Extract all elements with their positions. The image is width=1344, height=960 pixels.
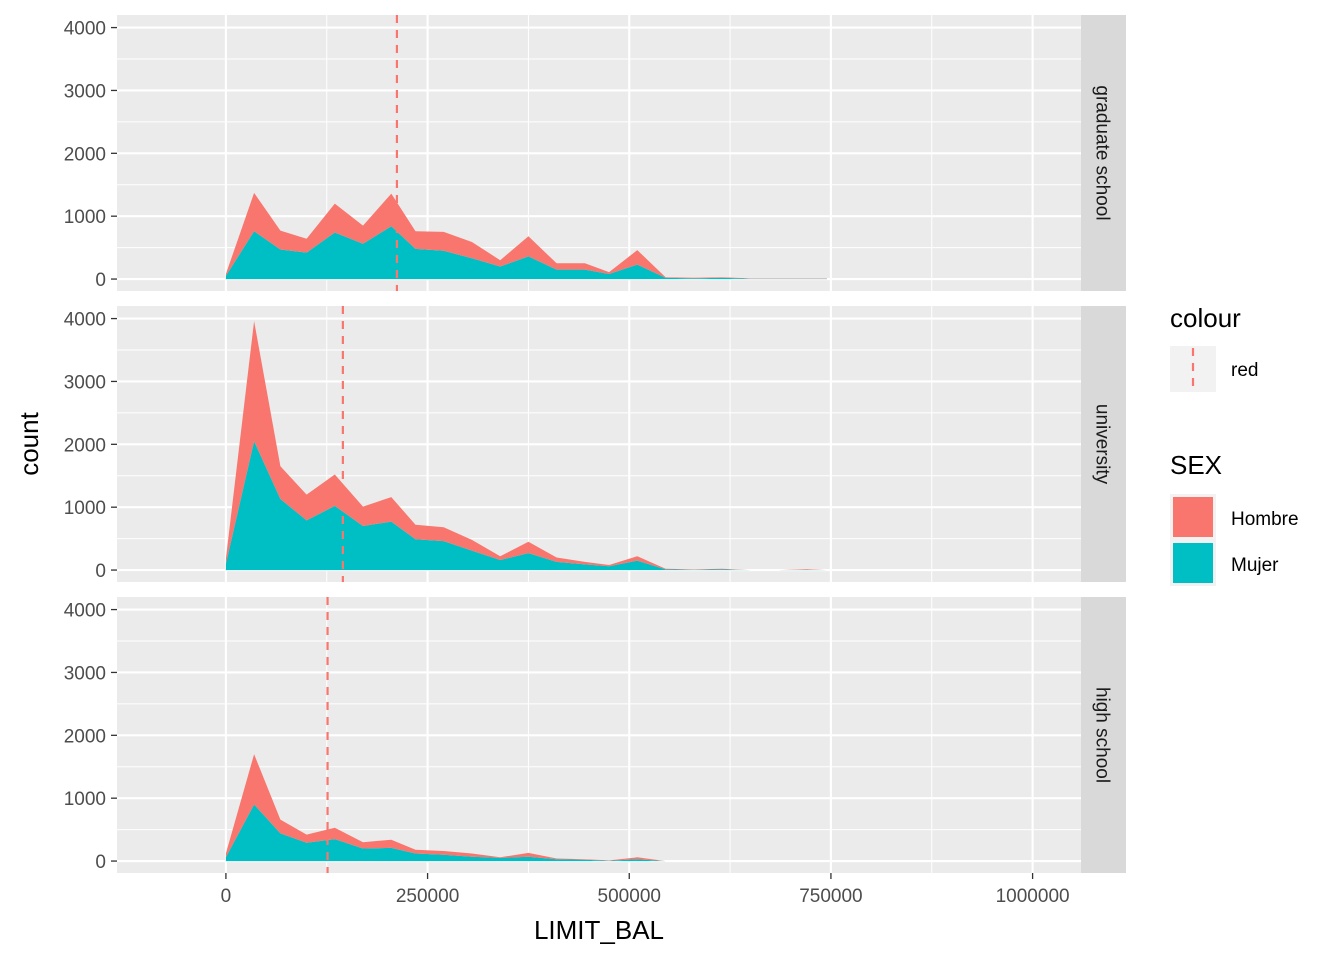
y-tick-label: 3000	[64, 663, 106, 684]
y-tick-label: 2000	[64, 144, 106, 165]
y-tick-label: 0	[95, 561, 106, 582]
y-tick-label: 1000	[64, 207, 106, 228]
x-tick-label: 500000	[598, 886, 661, 907]
y-tick-label: 1000	[64, 498, 106, 519]
area-series-mujer	[225, 804, 827, 862]
x-tick-label: 250000	[396, 886, 459, 907]
area-series-hombre	[225, 192, 827, 279]
area-series-mujer	[225, 226, 827, 280]
x-tick-label: 0	[221, 886, 232, 907]
y-tick-label: 0	[95, 270, 106, 291]
facet-panel: 0 1000 2000 3000 4000 graduate school	[64, 15, 1126, 291]
y-tick-label: 3000	[64, 81, 106, 102]
legend-hombre-label: Hombre	[1231, 509, 1299, 530]
y-tick-label: 4000	[64, 601, 106, 622]
y-axis-title: count	[14, 411, 44, 475]
area-layer	[225, 192, 827, 280]
y-tick-label: 1000	[64, 789, 106, 810]
area-layer	[225, 321, 827, 571]
y-tick-label: 3000	[64, 372, 106, 393]
chart-panels: 0 1000 2000 3000 4000 graduate school 0 1000 200…	[64, 15, 1126, 907]
legend: colour red SEX Hombre Mujer	[1170, 303, 1299, 586]
legend-colour-label: red	[1231, 360, 1258, 381]
legend-mujer-swatch	[1173, 543, 1213, 583]
area-series-hombre	[225, 321, 827, 571]
facet-strip	[1081, 15, 1126, 291]
facet-strip-label: high school	[1092, 687, 1113, 783]
y-tick-label: 2000	[64, 435, 106, 456]
facet-panel: 0 1000 2000 3000 4000 high school 0 250000 50000…	[64, 597, 1126, 907]
y-tick-label: 0	[95, 852, 106, 873]
x-tick-label: 1000000	[996, 886, 1070, 907]
area-series-mujer	[225, 441, 827, 571]
area-layer	[225, 754, 827, 862]
x-tick-label: 750000	[799, 886, 862, 907]
facet-panel: 0 1000 2000 3000 4000 university	[64, 306, 1126, 582]
facet-strip	[1081, 597, 1126, 873]
legend-colour-title: colour	[1170, 303, 1241, 333]
legend-hombre-swatch	[1173, 497, 1213, 537]
legend-mujer-label: Mujer	[1231, 555, 1279, 576]
facet-strip-label: university	[1092, 404, 1113, 485]
facet-strip	[1081, 306, 1126, 582]
x-axis-title: LIMIT_BAL	[534, 915, 664, 945]
y-tick-label: 4000	[64, 19, 106, 40]
y-tick-label: 4000	[64, 310, 106, 331]
y-tick-label: 2000	[64, 726, 106, 747]
legend-sex-title: SEX	[1170, 450, 1222, 480]
facet-strip-label: graduate school	[1092, 85, 1113, 220]
